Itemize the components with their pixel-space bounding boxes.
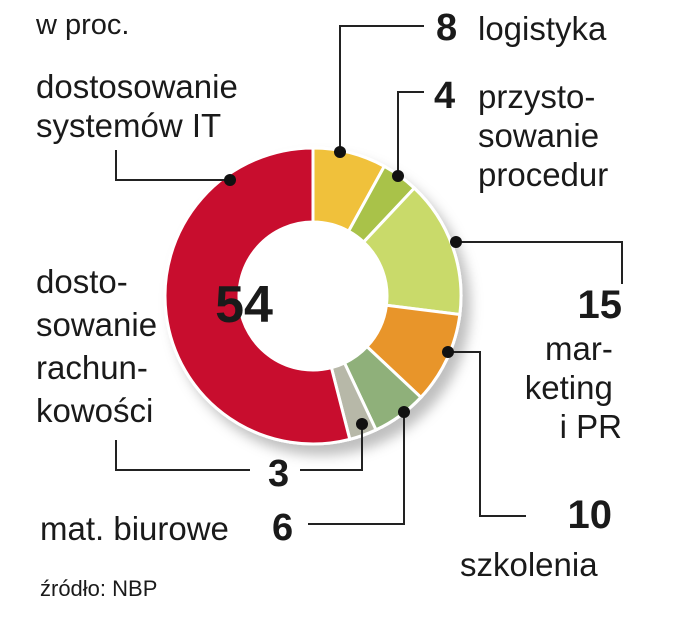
leader-szkolenia-dot [442, 346, 454, 358]
slice-value-logistyka: 8 [436, 7, 457, 49]
label-procedury: przysto- sowanie procedur [478, 78, 608, 193]
leader-it [115, 150, 230, 181]
leader-logistyka [339, 25, 424, 152]
label-rachunkowosc: dosto- sowanie rachun- kowości [36, 263, 166, 429]
slice-value-rachunkowosc: 3 [268, 453, 289, 495]
label-logistyka: logistyka [478, 10, 607, 47]
donut-hole [240, 223, 386, 369]
leader-it-dot [224, 174, 236, 186]
slice-value-it: 54 [215, 276, 273, 334]
label-it: dostosowanie systemów IT [36, 68, 247, 144]
leader-szkolenia [448, 351, 526, 517]
leader-procedury [397, 91, 424, 176]
leader-marketing [456, 241, 623, 284]
source-note: źródło: NBP [40, 576, 157, 601]
label-szkolenia: szkolenia [460, 546, 598, 583]
slice-value-biurowe: 6 [272, 507, 293, 549]
slice-value-szkolenia: 10 [568, 493, 613, 537]
leader-lines [115, 25, 623, 525]
label-marketing: mar- keting i PR [525, 330, 622, 445]
leader-rachunkowosc [300, 424, 363, 471]
slice-value-marketing: 15 [578, 283, 623, 327]
unit-label: w proc. [35, 9, 129, 41]
leader-marketing-dot [450, 236, 462, 248]
label-biurowe: mat. biurowe [40, 510, 229, 547]
leader-rachunkowosc-dot [356, 418, 368, 430]
donut-slices [163, 146, 463, 446]
leader-procedury-dot [392, 170, 404, 182]
slice-dostosowanie-systemów-it [163, 146, 352, 446]
leader-biurowe-dot [398, 406, 410, 418]
slice-value-procedury: 4 [434, 75, 455, 117]
leader-rachunkowosc-left [115, 440, 250, 471]
leader-logistyka-dot [334, 146, 346, 158]
leader-biurowe [308, 412, 405, 525]
